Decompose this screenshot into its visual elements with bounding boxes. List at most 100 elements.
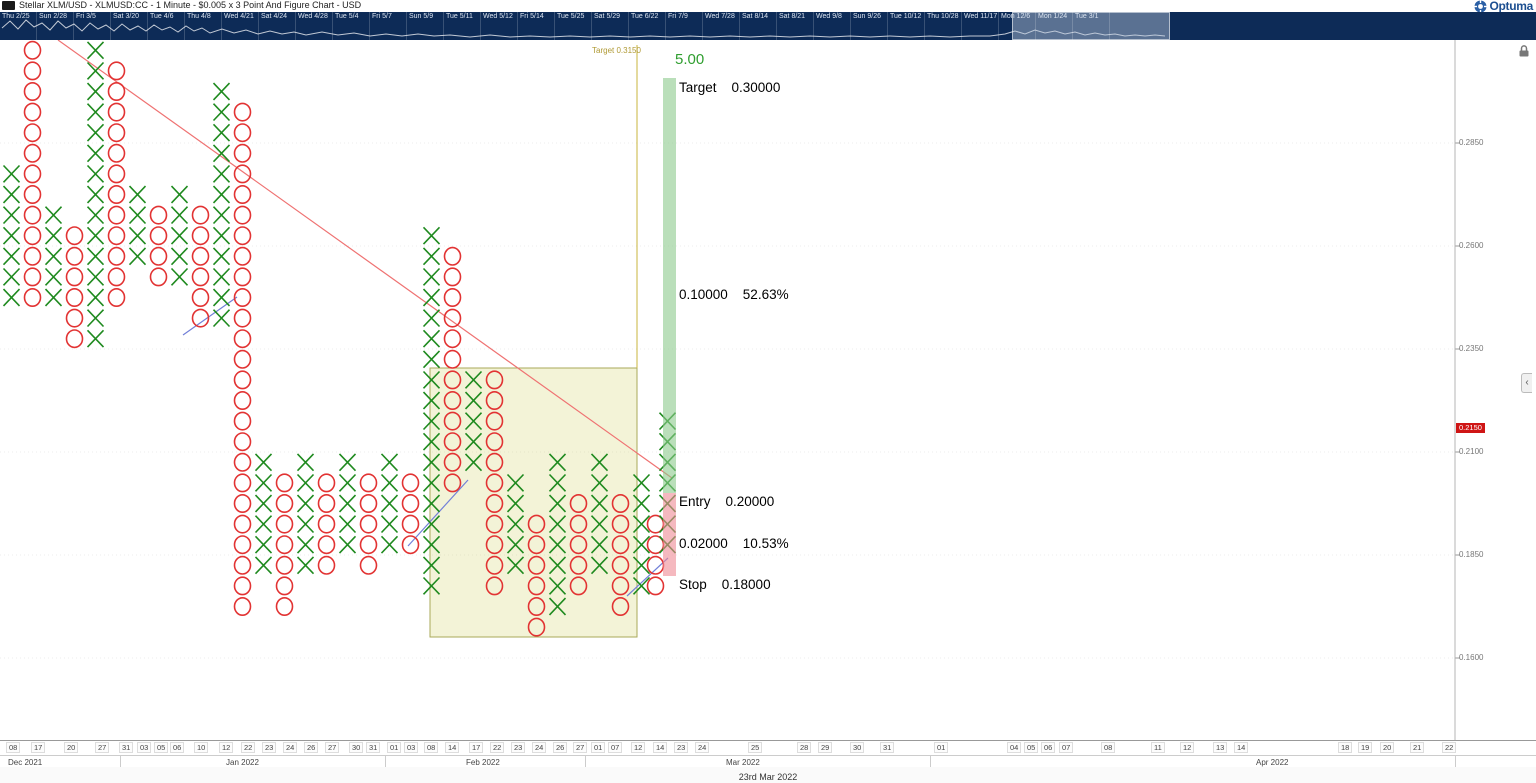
x-axis-date: 13 — [1213, 742, 1228, 753]
pnf-x-glyph — [2, 247, 21, 266]
navigator-date-label: Sat 5/29 — [592, 12, 629, 40]
pnf-o-glyph — [485, 411, 504, 431]
pnf-o-glyph — [485, 432, 504, 452]
price-axis-label: 0.1850 — [1459, 550, 1484, 559]
x-axis-month-row: Dec 2021 Jan 2022 Feb 2022 Mar 2022 Apr 2022 — [0, 755, 1536, 769]
navigator-date-label: Fri 3/5 — [74, 12, 111, 40]
x-axis-date: 17 — [31, 742, 46, 753]
trade-entry-label: Entry 0.20000 — [679, 494, 775, 509]
pnf-o-glyph — [646, 576, 665, 596]
lock-icon[interactable] — [1517, 44, 1531, 58]
optuma-logo: Optuma — [1474, 0, 1533, 13]
pnf-o-glyph — [443, 390, 462, 410]
pnf-x-glyph — [422, 391, 441, 410]
navigator-date-label: Sat 4/24 — [259, 12, 296, 40]
pnf-o-glyph — [23, 81, 42, 101]
pnf-x-glyph — [380, 473, 399, 492]
x-axis-date: 22 — [1442, 742, 1457, 753]
x-axis-date: 03 — [404, 742, 419, 753]
pnf-x-glyph — [86, 103, 105, 122]
pnf-o-glyph — [233, 123, 252, 143]
pnf-o-glyph — [233, 432, 252, 452]
pnf-x-glyph — [422, 515, 441, 534]
pnf-x-glyph — [254, 535, 273, 554]
x-axis-date: 19 — [1358, 742, 1373, 753]
timeline-navigator[interactable]: Thu 2/25 Sun 2/28 Fri 3/5 Sat 3/20 Tue 4/6 Th… — [0, 12, 1536, 41]
pnf-o-glyph — [317, 514, 336, 534]
x-axis: 08 17 20 27 31 03 05 06 10 12 22 23 24 26 27 30 31 01 03 08… — [0, 740, 1536, 769]
pnf-x-glyph — [464, 453, 483, 472]
pnf-x-glyph — [590, 453, 609, 472]
pnf-o-glyph — [233, 493, 252, 513]
pnf-x-glyph — [86, 144, 105, 163]
pnf-x-glyph — [380, 535, 399, 554]
pnf-x-glyph — [422, 309, 441, 328]
pnf-o-glyph — [23, 185, 42, 205]
pnf-x-glyph — [422, 267, 441, 286]
pnf-x-glyph — [548, 597, 567, 616]
pnf-x-glyph — [632, 515, 651, 534]
pnf-chart-area: 5.00 Target 0.3150 0.2150 ‹ Target 0.300… — [0, 40, 1536, 740]
pnf-o-glyph — [443, 308, 462, 328]
collapse-panel-chevron-icon[interactable]: ‹ — [1521, 373, 1532, 393]
pnf-o-glyph — [149, 205, 168, 225]
trade-target-label: Target 0.30000 — [679, 80, 781, 95]
pnf-o-glyph — [485, 555, 504, 575]
support-line[interactable] — [407, 479, 469, 547]
pnf-x-glyph — [590, 556, 609, 575]
trade-target-zone[interactable] — [663, 78, 676, 493]
x-axis-date: 06 — [1041, 742, 1056, 753]
pnf-x-glyph — [86, 267, 105, 286]
pnf-x-glyph — [86, 61, 105, 80]
pnf-o-glyph — [191, 308, 210, 328]
pnf-o-glyph — [317, 493, 336, 513]
navigator-date-label: Thu 10/28 — [925, 12, 962, 40]
support-line[interactable] — [626, 557, 669, 597]
pnf-o-glyph — [611, 535, 630, 555]
pnf-o-glyph — [527, 514, 546, 534]
navigator-date-label: Wed 11/17 — [962, 12, 999, 40]
pnf-o-glyph — [23, 143, 42, 163]
pnf-o-glyph — [317, 555, 336, 575]
pnf-x-glyph — [548, 453, 567, 472]
pnf-x-glyph — [2, 206, 21, 225]
navigator-date-label: Thu 4/8 — [185, 12, 222, 40]
x-axis-date: 24 — [695, 742, 710, 753]
x-axis-date: 06 — [170, 742, 185, 753]
support-line[interactable] — [182, 296, 238, 336]
x-axis-date: 08 — [1101, 742, 1116, 753]
x-axis-date: 30 — [850, 742, 865, 753]
x-axis-date: 20 — [1380, 742, 1395, 753]
pnf-o-glyph — [443, 473, 462, 493]
pnf-o-glyph — [233, 329, 252, 349]
pnf-o-glyph — [107, 205, 126, 225]
pnf-o-glyph — [149, 246, 168, 266]
pnf-x-glyph — [86, 329, 105, 348]
pnf-x-glyph — [254, 453, 273, 472]
pnf-x-glyph — [170, 267, 189, 286]
pnf-x-glyph — [254, 494, 273, 513]
x-axis-date: 01 — [591, 742, 606, 753]
downtrend-line[interactable] — [57, 40, 673, 479]
navigator-viewport[interactable] — [1012, 12, 1170, 40]
x-axis-date: 22 — [490, 742, 505, 753]
navigator-date-label: Tue 5/25 — [555, 12, 592, 40]
pnf-x-glyph — [86, 123, 105, 142]
navigator-date-label: Fri 7/9 — [666, 12, 703, 40]
pnf-o-glyph — [107, 102, 126, 122]
pnf-x-glyph — [632, 494, 651, 513]
chart-canvas[interactable] — [0, 40, 1536, 740]
pnf-x-glyph — [548, 473, 567, 492]
consolidation-box[interactable] — [429, 367, 638, 638]
x-axis-month: Mar 2022 — [726, 758, 760, 767]
navigator-date-label: Wed 5/12 — [481, 12, 518, 40]
pnf-o-glyph — [107, 288, 126, 308]
x-axis-date: 31 — [119, 742, 134, 753]
pnf-o-glyph — [23, 246, 42, 266]
x-axis-date: 05 — [154, 742, 169, 753]
pnf-x-glyph — [548, 535, 567, 554]
x-axis-month: Apr 2022 — [1256, 758, 1289, 767]
pnf-x-glyph — [296, 453, 315, 472]
trade-risk-zone[interactable] — [663, 493, 676, 576]
pnf-o-glyph — [485, 390, 504, 410]
